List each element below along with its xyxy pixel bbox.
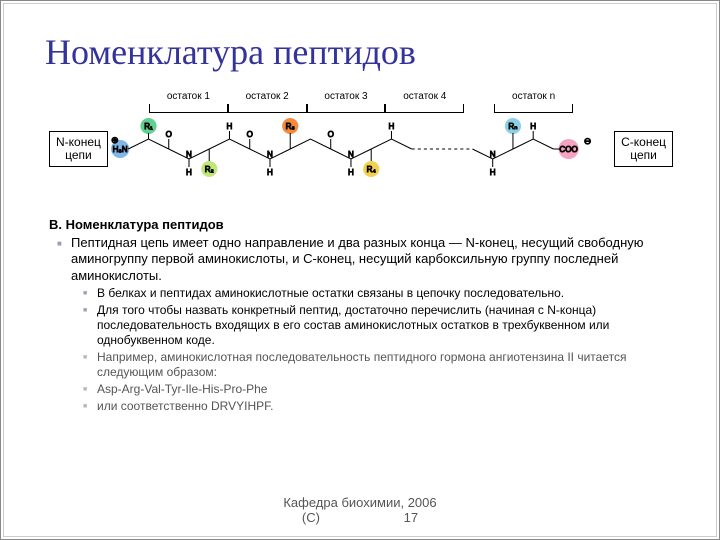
body-text: Пептидная цепь имеет одно направление и … — [53, 235, 679, 416]
svg-text:O: O — [246, 130, 252, 139]
svg-text:N: N — [267, 150, 273, 159]
footer-copy: (С) — [302, 510, 320, 525]
chain-svg: H₃N ⊕ R₁ O H N R₂ H — [108, 111, 614, 187]
svg-text:⊖: ⊖ — [584, 136, 592, 146]
coo-label: COO — [559, 145, 577, 154]
footer: Кафедра биохимии, 2006 (С) 17 — [1, 495, 719, 525]
slide: Номенклатура пептидов остаток 1 остаток … — [0, 0, 720, 540]
svg-text:R₂: R₂ — [205, 165, 214, 174]
bullet-lvl3: Например, аминокислотная последовательно… — [97, 350, 679, 380]
bullet-lvl3: или соответственно DRVYIHPF. — [97, 399, 679, 414]
svg-text:H: H — [348, 168, 354, 177]
svg-text:O: O — [327, 130, 333, 139]
residue-label: остаток 4 — [385, 91, 464, 113]
svg-text:R₄: R₄ — [367, 165, 376, 174]
svg-text:H: H — [267, 168, 273, 177]
svg-text:N: N — [186, 150, 192, 159]
svg-text:H: H — [186, 168, 192, 177]
footer-dept: Кафедра биохимии, 2006 — [1, 495, 719, 510]
svg-text:N: N — [348, 150, 354, 159]
slide-title: Номенклатура пептидов — [45, 31, 416, 73]
c-terminus-box: C-конец цепи — [614, 131, 673, 167]
residue-label: остаток 2 — [228, 91, 307, 113]
svg-text:R₃: R₃ — [286, 122, 295, 131]
h3n-label: H₃N — [113, 145, 128, 154]
peptide-diagram: остаток 1 остаток 2 остаток 3 остаток 4 … — [49, 91, 673, 211]
svg-text:H: H — [226, 122, 232, 131]
section-b-heading: В. Номенклатура пептидов — [49, 217, 224, 232]
svg-text:O: O — [166, 130, 172, 139]
residue-label: остаток 1 — [149, 91, 228, 113]
svg-text:⊕: ⊕ — [111, 135, 119, 145]
page-number: 17 — [404, 510, 418, 525]
bullet-lvl2: Для того чтобы назвать конкретный пептид… — [97, 303, 679, 348]
svg-text:H: H — [530, 122, 536, 131]
svg-text:R₁: R₁ — [144, 122, 153, 131]
svg-text:N: N — [490, 150, 496, 159]
residue-label: остаток 3 — [307, 91, 386, 113]
svg-text:Rₙ: Rₙ — [508, 122, 517, 131]
bullet-lvl2: В белках и пептидах аминокислотные остат… — [97, 286, 679, 301]
residue-label: остаток n — [494, 91, 573, 113]
n-terminus-box: N-конец цепи — [49, 131, 108, 167]
svg-text:H: H — [388, 122, 394, 131]
svg-text:H: H — [490, 168, 496, 177]
bullet-lvl1: Пептидная цепь имеет одно направление и … — [71, 235, 679, 414]
residue-labels-row: остаток 1 остаток 2 остаток 3 остаток 4 … — [149, 91, 573, 113]
peptide-chain: N-конец цепи H₃N ⊕ R₁ O H N — [49, 111, 673, 187]
bullet-lvl3: Asp-Arg-Val-Tyr-Ile-His-Pro-Phe — [97, 382, 679, 397]
